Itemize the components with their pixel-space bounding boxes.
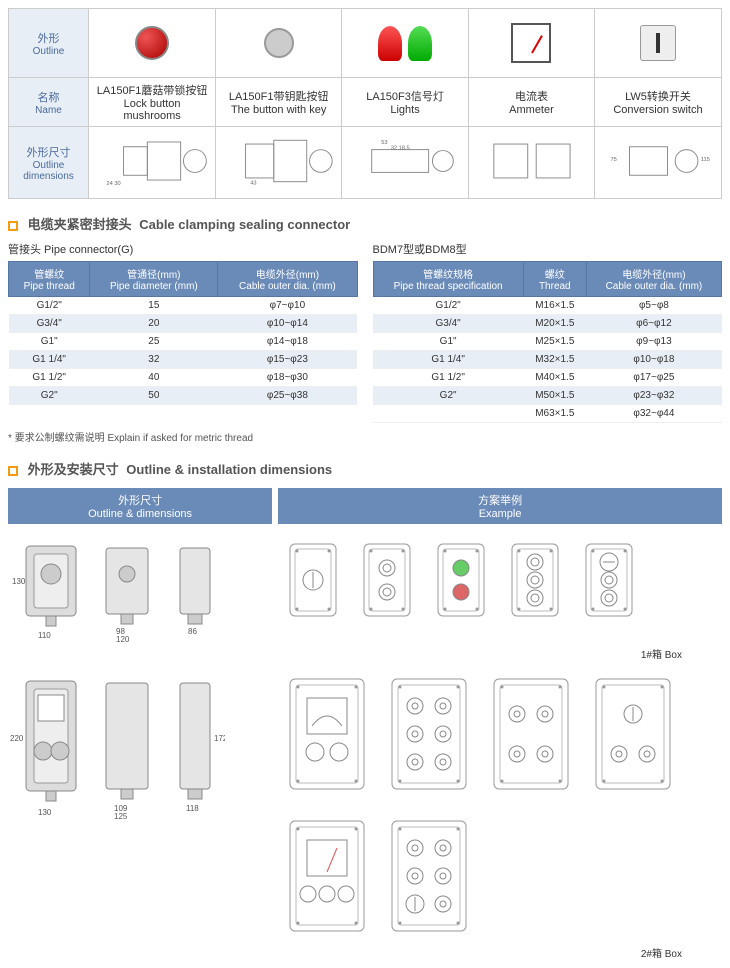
svg-text:130: 130 [12, 577, 26, 586]
table-row: G1/2"M16×1.5φ5~φ8 [373, 297, 722, 315]
box2-dims: 220 130 109 125 172 118 [8, 671, 272, 943]
table-header: 电缆外径(mm)Cable outer dia. (mm) [586, 262, 721, 297]
svg-text:75: 75 [610, 157, 616, 163]
box-example [282, 813, 372, 943]
row-header-dims: 外形尺寸 Outline dimensions [9, 127, 89, 199]
box1-label: 1#箱 Box [8, 646, 722, 661]
product-name-2: LA150F3信号灯Lights [342, 78, 469, 127]
diagram-4: 75 115 [594, 127, 721, 199]
bullet-icon [8, 466, 18, 476]
svg-text:53: 53 [381, 140, 387, 146]
pipe-connector-label: 管接头 Pipe connector(G) [8, 241, 358, 257]
table-g: 管螺纹Pipe thread管通径(mm)Pipe diameter (mm)电… [8, 261, 358, 405]
row-header-name: 名称 Name [9, 78, 89, 127]
box1-dims: 130 110 98 120 86 [8, 534, 272, 644]
table-row: G1"25φ14~φ18 [9, 333, 358, 351]
table-header: 管螺纹Pipe thread [9, 262, 90, 297]
row-header-outline: 外形 Outline [9, 9, 89, 78]
box2-section: 220 130 109 125 172 118 [8, 671, 722, 943]
table-row: G3/4"20φ10~φ14 [9, 315, 358, 333]
table-row: G2"M50×1.5φ23~φ32 [373, 387, 722, 405]
table-row: G2"50φ25~φ38 [9, 387, 358, 405]
diagram-2: 53 32 18.5 [342, 127, 469, 199]
outline-headers: 外形尺寸 Outline & dimensions 方案举例 Example [8, 488, 722, 524]
box-example [384, 813, 474, 943]
header-outline-dims: 外形尺寸 Outline & dimensions [8, 488, 272, 524]
diagram-3 [468, 127, 594, 199]
table-row: G1 1/4"32φ15~φ23 [9, 351, 358, 369]
box-example [430, 534, 492, 644]
cable-tables-row: 管接头 Pipe connector(G) 管螺纹Pipe thread管通径(… [8, 241, 722, 423]
lights-icon [348, 13, 462, 73]
product-name-3: 电流表Ammeter [468, 78, 594, 127]
table-header: 管螺纹规格Pipe thread specification [373, 262, 523, 297]
switch-icon [601, 13, 715, 73]
box2-examples [282, 671, 722, 943]
svg-text:220: 220 [10, 734, 24, 743]
table-row: G1"M25×1.5φ9~φ13 [373, 333, 722, 351]
key-button-icon [222, 13, 335, 73]
svg-text:43: 43 [250, 181, 256, 187]
table-row: G3/4"M20×1.5φ6~φ12 [373, 315, 722, 333]
ammeter-icon [475, 13, 588, 73]
box2-label: 2#箱 Box [8, 945, 722, 960]
svg-text:32 18.5: 32 18.5 [391, 146, 410, 152]
svg-text:110: 110 [38, 631, 51, 640]
table-bdm: 管螺纹规格Pipe thread specification螺纹Thread电缆… [373, 261, 723, 423]
diagram-1: 43 [216, 127, 342, 199]
box-example [588, 671, 678, 801]
table-header: 螺纹Thread [523, 262, 586, 297]
bullet-icon [8, 221, 18, 231]
mushroom-button-icon [95, 13, 209, 73]
box-example [282, 534, 344, 644]
product-name-4: LW5转换开关Conversion switch [594, 78, 721, 127]
box-example [578, 534, 640, 644]
svg-text:172: 172 [214, 734, 225, 743]
svg-text:120: 120 [116, 635, 130, 644]
table-row: G1/2"15φ7~φ10 [9, 297, 358, 315]
svg-text:125: 125 [114, 812, 128, 821]
box1-examples [282, 534, 722, 644]
metric-thread-note: * 要求公制螺纹需说明 Explain if asked for metric … [8, 429, 722, 444]
product-name-1: LA150F1带钥匙按钮The button with key [216, 78, 342, 127]
svg-text:115: 115 [701, 157, 710, 163]
bdm-label: BDM7型或BDM8型 [373, 241, 723, 257]
svg-text:118: 118 [186, 804, 199, 813]
product-name-0: LA150F1蘑菇带锁按钮Lock button mushrooms [89, 78, 216, 127]
box-example [504, 534, 566, 644]
section-title-outline: 外形及安装尺寸 Outline & installation dimension… [8, 459, 722, 478]
table-header: 电缆外径(mm)Cable outer dia. (mm) [218, 262, 357, 297]
header-example: 方案举例 Example [278, 488, 722, 524]
box-example [356, 534, 418, 644]
table-row: M63×1.5φ32~φ44 [373, 405, 722, 423]
box-example [486, 671, 576, 801]
svg-text:86: 86 [188, 627, 197, 636]
box1-section: 130 110 98 120 86 [8, 534, 722, 644]
svg-text:24 30: 24 30 [106, 181, 120, 187]
product-overview-table: 外形 Outline 名称 Name LA150F1蘑菇带锁按钮Lock but… [8, 8, 722, 199]
box-example [282, 671, 372, 801]
diagram-0: 24 30 [89, 127, 216, 199]
box-example [384, 671, 474, 801]
table-row: G1 1/4"M32×1.5φ10~φ18 [373, 351, 722, 369]
table-row: G1 1/2"40φ18~φ30 [9, 369, 358, 387]
table-row: G1 1/2"M40×1.5φ17~φ25 [373, 369, 722, 387]
svg-text:130: 130 [38, 808, 52, 817]
table-header: 管通径(mm)Pipe diameter (mm) [90, 262, 218, 297]
section-title-cable: 电缆夹紧密封接头 Cable clamping sealing connecto… [8, 214, 722, 233]
